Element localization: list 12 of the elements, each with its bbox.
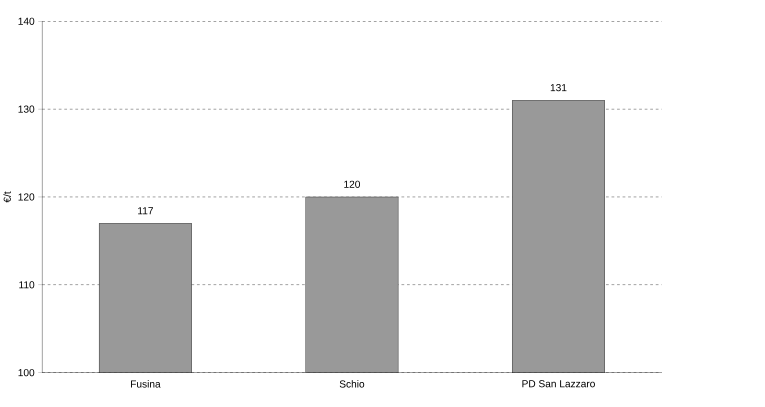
x-tick-label: PD San Lazzaro (522, 380, 595, 388)
x-tick-label: Fusina (131, 380, 161, 388)
data-label: 117 (138, 207, 153, 214)
y-axis-title: €/t (3, 191, 11, 203)
y-tick-label: 140 (18, 18, 34, 25)
x-tick-label: Schio (340, 380, 364, 388)
y-tick-label: 130 (18, 106, 34, 113)
data-label: 120 (344, 180, 360, 188)
y-tick-label: 120 (18, 193, 34, 201)
y-tick-label: 110 (19, 281, 34, 288)
y-tick-label: 100 (18, 369, 34, 376)
data-label: 131 (550, 84, 566, 92)
